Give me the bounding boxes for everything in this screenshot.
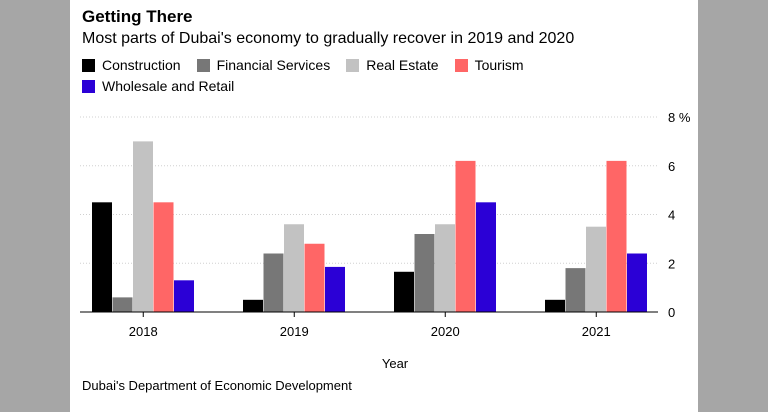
bar-2019-real-estate	[284, 224, 304, 312]
bar-2021-construction	[545, 299, 565, 312]
legend-label-wholesale-retail: Wholesale and Retail	[102, 78, 235, 94]
y-tick-label-4: 4	[668, 208, 675, 223]
legend-item-real-estate: Real Estate	[346, 57, 439, 73]
bar-2021-wholesale-and-retail	[627, 253, 647, 312]
legend-swatch-construction	[82, 58, 95, 72]
bar-2021-financial-services	[565, 268, 586, 312]
legend-swatch-real-estate	[346, 58, 360, 72]
bars	[92, 141, 647, 312]
y-tick-label-8: 8 %	[668, 110, 691, 125]
legend-swatch-financial-services	[196, 58, 210, 72]
chart-title: Getting There	[82, 7, 193, 26]
bar-2018-tourism	[153, 202, 174, 312]
legend-item-financial-services: Financial Services	[196, 57, 331, 73]
x-tick-label-2018: 2018	[129, 324, 158, 339]
x-tick-label-2019: 2019	[280, 324, 309, 339]
legend-item-construction: Construction	[82, 57, 181, 73]
y-tick-label-2: 2	[668, 256, 675, 271]
source-note: Dubai's Department of Economic Developme…	[82, 378, 352, 393]
y-tick-label-0: 0	[668, 305, 675, 320]
bar-2019-construction	[243, 299, 263, 312]
x-tick-label-2020: 2020	[431, 324, 460, 339]
legend-item-wholesale-retail: Wholesale and Retail	[82, 78, 234, 94]
legend-label-construction: Construction	[102, 57, 181, 73]
bar-2020-tourism	[455, 160, 476, 312]
bar-2018-wholesale-and-retail	[174, 280, 194, 312]
bar-2020-financial-services	[414, 234, 435, 312]
bar-2019-wholesale-and-retail	[325, 266, 345, 312]
legend-swatch-wholesale-retail	[82, 79, 95, 93]
legend-label-tourism: Tourism	[474, 57, 524, 73]
bar-2018-construction	[92, 202, 112, 312]
bar-2019-financial-services	[263, 253, 284, 312]
bar-2019-tourism	[304, 243, 325, 312]
axes: 0 2 4 6 8 % 2018 2019 2020 2021	[80, 110, 691, 339]
bar-2021-real-estate	[586, 226, 606, 312]
x-axis-label: Year	[382, 356, 409, 371]
bar-2018-financial-services	[112, 297, 133, 312]
x-tick-label-2021: 2021	[582, 324, 611, 339]
chart-subtitle: Most parts of Dubai's economy to gradual…	[82, 30, 575, 47]
bar-2021-tourism	[606, 160, 627, 312]
grid-lines	[80, 116, 658, 264]
legend: Construction Financial Services Real Est…	[82, 57, 642, 94]
legend-label-real-estate: Real Estate	[366, 57, 439, 73]
legend-item-tourism: Tourism	[454, 57, 524, 73]
y-tick-label-6: 6	[668, 159, 675, 174]
legend-swatch-tourism	[454, 58, 468, 72]
legend-label-financial-services: Financial Services	[216, 57, 331, 73]
bar-2020-construction	[394, 271, 414, 312]
bar-2018-real-estate	[133, 141, 153, 312]
bar-chart: 0 2 4 6 8 % 2018 2019 2020 2021 Year	[80, 110, 691, 371]
bar-2020-real-estate	[435, 224, 455, 312]
chart-card: Getting There Most parts of Dubai's econ…	[70, 0, 698, 412]
bar-2020-wholesale-and-retail	[476, 202, 496, 312]
